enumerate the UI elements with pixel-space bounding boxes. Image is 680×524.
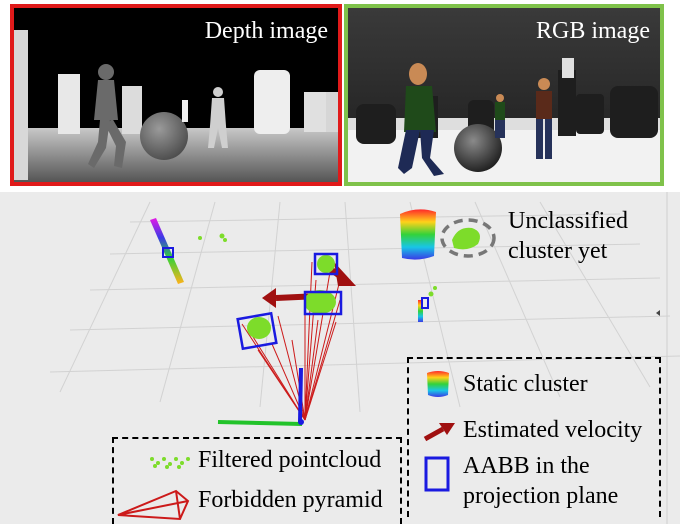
rgb-image-title: RGB image	[536, 18, 650, 44]
legend-aabb-line2: projection plane	[463, 483, 619, 509]
depth-image-panel: Depth image	[10, 4, 342, 186]
unclassified-label-line2: cluster yet	[508, 238, 608, 264]
legend-left: Filtered pointcloud Forbidden pyramid	[112, 437, 402, 524]
unclassified-label-line1: Unclassified	[508, 208, 628, 234]
depth-image	[14, 8, 338, 182]
pyramid-icon	[117, 489, 190, 521]
depth-image-title: Depth image	[204, 18, 328, 44]
velocity-arrow-icon	[423, 423, 455, 442]
rainbow-cluster-small	[418, 297, 429, 322]
static-cluster-large	[400, 209, 436, 260]
dynamic-cluster-top	[313, 252, 339, 276]
legend-aabb-line1: AABB in the	[463, 453, 590, 479]
dynamic-cluster-left	[236, 311, 278, 351]
rgb-image	[348, 8, 660, 182]
ground-grid	[49, 201, 680, 413]
legend-filtered-pointcloud: Filtered pointcloud	[198, 447, 382, 473]
aabb-box-icon	[424, 456, 450, 492]
legend-estimated-velocity: Estimated velocity	[463, 417, 643, 443]
legend-right: Static cluster Estimated velocity AABB i…	[407, 357, 661, 517]
robot-axes	[217, 367, 304, 426]
legend-forbidden-pyramid: Forbidden pyramid	[198, 487, 383, 513]
scene-render	[49, 192, 680, 524]
panel-collapse-icon[interactable]	[656, 310, 660, 316]
rviz-visualization: Unclassified cluster yet Static cluster …	[0, 192, 680, 524]
legend-static-cluster: Static cluster	[463, 371, 588, 397]
pointcloud-dots-icon	[150, 457, 190, 469]
pointcloud-scatter	[198, 233, 437, 297]
forbidden-pyramid-lines	[241, 259, 341, 421]
rainbow-cluster-left	[150, 218, 184, 284]
dynamic-cluster-center	[303, 290, 343, 316]
unclassified-cluster	[440, 218, 496, 258]
static-cluster-icon	[427, 371, 449, 397]
rgb-image-panel: RGB image	[344, 4, 664, 186]
